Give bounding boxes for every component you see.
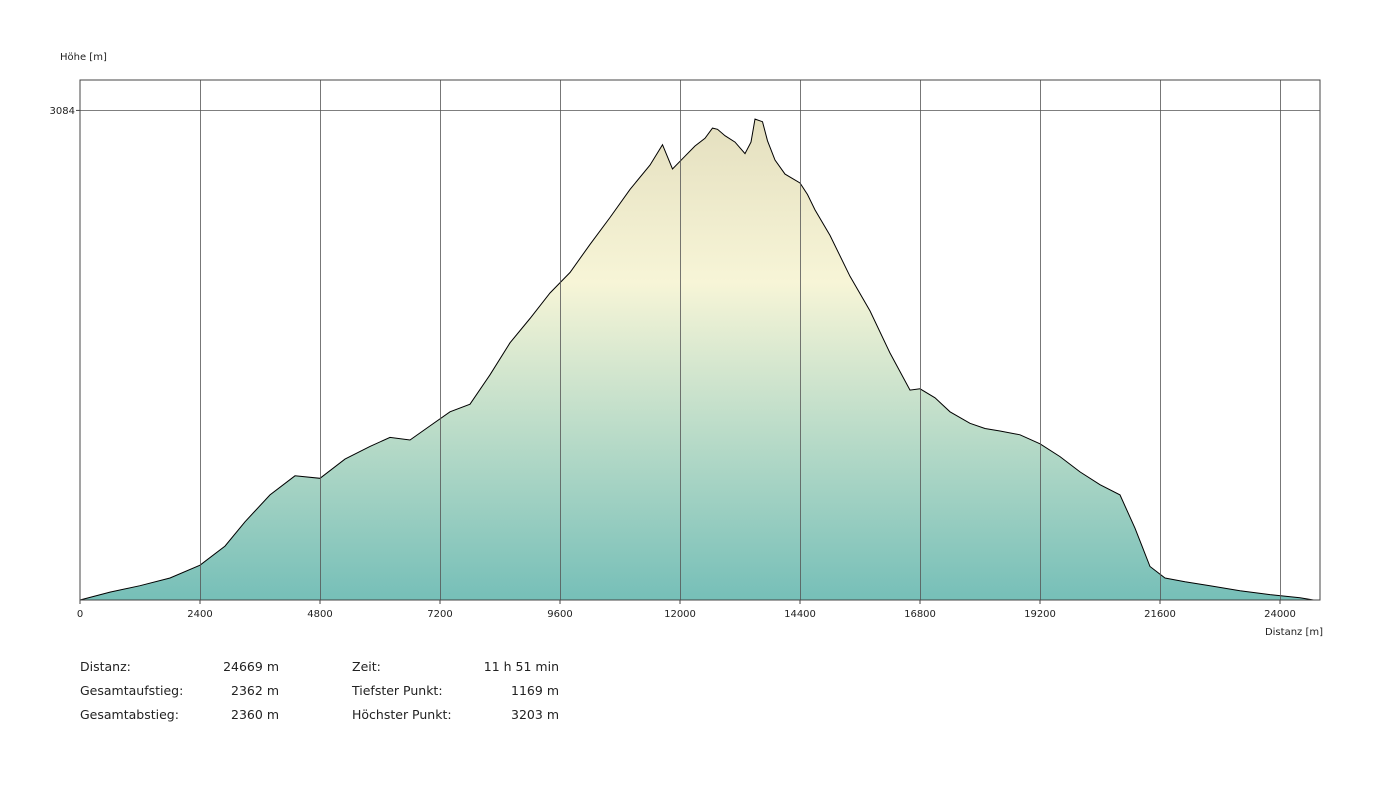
stat-label: Zeit: xyxy=(352,659,381,674)
stat-label: Distanz: xyxy=(80,659,131,674)
x-tick-label: 16800 xyxy=(904,609,936,620)
y-tick-label: 3084 xyxy=(50,106,75,117)
x-tick-label: 12000 xyxy=(664,609,696,620)
x-tick-label: 9600 xyxy=(547,609,572,620)
stat-highest-point: Höchster Punkt: 3203 m xyxy=(352,706,559,724)
stat-label: Tiefster Punkt: xyxy=(352,683,443,698)
stat-value: 11 h 51 min xyxy=(483,659,559,674)
elevation-chart: Höhe [m] 0 2400 4800 7200 9600 12000 14400 1680… xyxy=(50,52,1324,638)
x-tick-label: 0 xyxy=(77,609,83,620)
stat-value: 2360 m xyxy=(231,707,279,722)
stat-lowest-point: Tiefster Punkt: 1169 m xyxy=(352,682,559,700)
x-tick-label: 4800 xyxy=(307,609,332,620)
x-axis-label: Distanz [m] xyxy=(1265,627,1323,638)
stat-label: Höchster Punkt: xyxy=(352,707,452,722)
x-tick-label: 24000 xyxy=(1264,609,1296,620)
stat-descent: Gesamtabstieg: 2360 m xyxy=(80,706,279,724)
x-tick-label: 2400 xyxy=(187,609,212,620)
x-tick-label: 14400 xyxy=(784,609,816,620)
stat-value: 3203 m xyxy=(511,707,559,722)
stat-label: Gesamtabstieg: xyxy=(80,707,179,722)
stat-distance: Distanz: 24669 m xyxy=(80,658,279,676)
stat-value: 24669 m xyxy=(223,659,279,674)
stat-time: Zeit: 11 h 51 min xyxy=(352,658,559,676)
stat-ascent: Gesamtaufstieg: 2362 m xyxy=(80,682,279,700)
x-tick-label: 19200 xyxy=(1024,609,1056,620)
elevation-profile-line xyxy=(79,118,1314,601)
x-tick-label: 21600 xyxy=(1144,609,1176,620)
y-axis-label: Höhe [m] xyxy=(60,52,107,63)
elevation-area xyxy=(80,119,1314,600)
stat-label: Gesamtaufstieg: xyxy=(80,683,184,698)
x-tick-label: 7200 xyxy=(427,609,452,620)
plot-frame xyxy=(79,79,1321,601)
stat-value: 1169 m xyxy=(511,683,559,698)
stat-value: 2362 m xyxy=(231,683,279,698)
